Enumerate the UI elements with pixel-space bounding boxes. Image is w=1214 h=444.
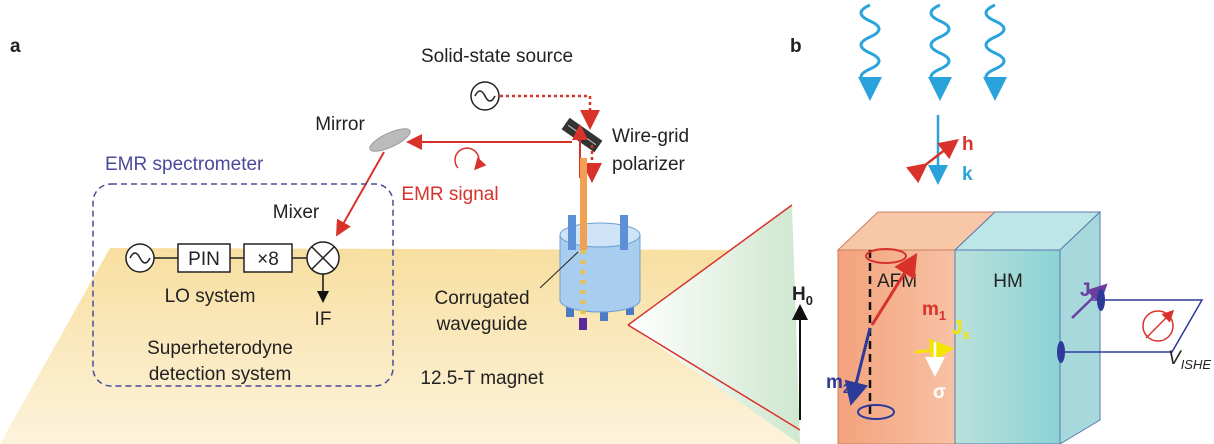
magnet-label: 12.5-T magnet [420, 368, 544, 389]
waveguide-label: Corrugated [434, 288, 529, 309]
panel-label: b [790, 36, 802, 57]
panel-label: a [10, 36, 21, 57]
multiplier-label: ×8 [257, 249, 279, 270]
field-label: H0 [792, 284, 813, 308]
spectrometer-label: EMR spectrometer [105, 154, 264, 175]
k-label: k [962, 164, 973, 185]
mirror-label: Mirror [315, 114, 365, 135]
h-label: h [962, 134, 974, 155]
hm-label: HM [993, 271, 1023, 292]
source-label: Solid-state source [421, 46, 573, 67]
polarizer-label: polarizer [612, 154, 686, 175]
mirror-icon [367, 124, 413, 155]
polarization-arrow [455, 148, 479, 168]
waveguide-label: waveguide [436, 314, 528, 335]
magnet [560, 158, 640, 330]
if-label: IF [315, 309, 332, 330]
figure: a Solid-state source Wire-grid polarizer… [0, 0, 1214, 444]
detection-label: Superheterodyne [147, 338, 293, 359]
polarizer-label: Wire-grid [612, 126, 689, 147]
pin-label: PIN [188, 249, 220, 270]
mixer-label: Mixer [273, 202, 320, 223]
hm-side [1060, 212, 1100, 444]
source-beam [500, 96, 590, 125]
signal-label: EMR signal [401, 184, 498, 205]
voltage-label: VISHE [1168, 348, 1211, 372]
incident-waves [861, 5, 1004, 95]
h-arrow [924, 142, 955, 166]
mirror-beam [338, 152, 384, 233]
afm-label: AFM [877, 271, 917, 292]
lo-label: LO system [165, 286, 256, 307]
sigma-label: σ [933, 382, 946, 403]
polarizer-icon [562, 118, 603, 152]
detection-label: detection system [149, 364, 292, 385]
